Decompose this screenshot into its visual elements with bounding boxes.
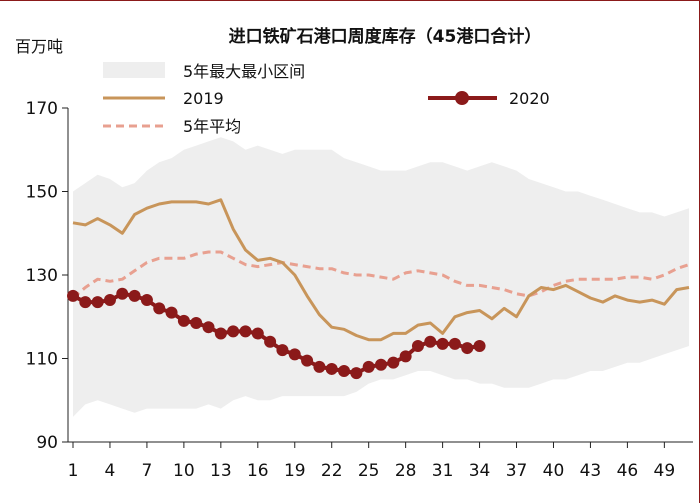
series-2020-point: [375, 358, 387, 371]
series-2020-point: [153, 302, 166, 315]
series-2020-point: [79, 296, 92, 309]
series-2020-point: [177, 314, 190, 327]
series-2020-point: [411, 339, 424, 352]
legend-band-label: 5年最大最小区间: [183, 62, 305, 81]
series-2020-point: [67, 289, 79, 302]
series-2020-point: [387, 356, 400, 369]
y-tick-label: 130: [26, 266, 58, 286]
series-layer: [67, 198, 690, 380]
x-tick-label: 22: [321, 461, 343, 481]
x-tick-label: 31: [432, 461, 454, 481]
series-2020-point: [313, 360, 326, 373]
series-2020-point: [436, 337, 449, 350]
series-line-2019: [72, 198, 690, 342]
series-line-avg: [72, 250, 690, 300]
series-2020-point: [473, 339, 486, 352]
legend-2019-label: 2019: [183, 89, 224, 108]
x-tick-label: 40: [543, 461, 565, 481]
x-tick-label: 46: [617, 461, 639, 481]
series-2020-point: [362, 360, 375, 373]
x-tick-label: 34: [469, 461, 491, 481]
series-2020-point: [338, 365, 351, 378]
y-tick-label: 150: [26, 183, 58, 203]
x-tick-label: 10: [173, 461, 195, 481]
x-tick-label: 1: [68, 461, 79, 481]
y-tick-label: 110: [26, 350, 58, 370]
series-2020-point: [448, 337, 461, 350]
series-2020-point: [214, 327, 227, 340]
series-2020-point: [91, 296, 104, 309]
x-tick-label: 37: [506, 461, 528, 481]
legend-band-swatch: [103, 62, 165, 78]
series-2020-point: [424, 335, 437, 348]
axes-layer: [62, 107, 693, 448]
x-tick-label: 7: [142, 461, 153, 481]
x-tick-label: 49: [654, 461, 676, 481]
series-2020-point: [103, 294, 116, 307]
x-tick-label: 28: [395, 461, 417, 481]
series-2020-point: [288, 348, 301, 361]
series-2020-point: [350, 367, 363, 380]
series-2020-point: [128, 289, 141, 302]
series-2020-point: [227, 325, 240, 338]
x-tick-label: 43: [580, 461, 602, 481]
series-2020-point: [276, 344, 289, 357]
x-tick-label: 4: [105, 461, 116, 481]
legend-avg-label: 5年平均: [183, 117, 241, 136]
series-2020-point: [165, 306, 178, 319]
series-line-2020: [72, 291, 480, 376]
legend-2020-label: 2020: [509, 89, 550, 108]
series-2020-point: [239, 325, 252, 338]
series-2020-point: [140, 294, 153, 307]
y-tick-label: 170: [26, 99, 58, 119]
series-2020-point: [461, 342, 474, 355]
y-axis-unit-label: 百万吨: [15, 37, 63, 56]
tick-label-layer: 90 110 130 150 170 1 4 7 10 13 16 19 22 25 28 31 34 37 40 4…: [26, 99, 676, 481]
legend-2020-marker: [455, 91, 469, 105]
x-tick-label: 19: [284, 461, 306, 481]
series-2020-point: [325, 362, 338, 375]
series-2020-point: [264, 335, 277, 348]
series-2020-point: [399, 350, 412, 363]
series-2020-point: [190, 317, 203, 330]
series-2020-point: [251, 327, 264, 340]
series-2020-point: [301, 354, 314, 367]
x-tick-label: 16: [247, 461, 269, 481]
chart-title: 进口铁矿石港口周度库存（45港口合计）: [229, 26, 542, 47]
x-tick-label: 13: [210, 461, 232, 481]
series-2020-point: [202, 321, 215, 334]
legend: 5年最大最小区间 2019 2020 5年平均: [103, 62, 550, 136]
series-2020-point: [116, 287, 129, 300]
y-tick-label: 90: [36, 433, 58, 453]
x-tick-label: 25: [358, 461, 380, 481]
